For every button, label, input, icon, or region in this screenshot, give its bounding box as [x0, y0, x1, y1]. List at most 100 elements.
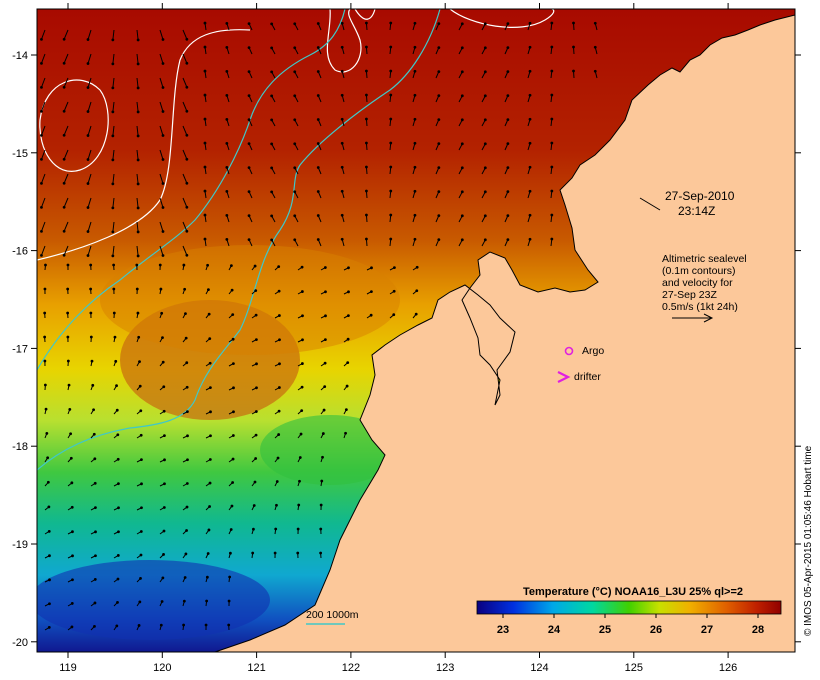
- velocity-vector: [63, 245, 69, 256]
- velocity-vector-head: [139, 409, 143, 413]
- velocity-vector: [136, 197, 139, 208]
- velocity-vector-head: [340, 189, 344, 193]
- velocity-vector-head: [94, 530, 97, 534]
- velocity-vector-head: [43, 287, 47, 291]
- velocity-vector-head: [136, 62, 140, 66]
- velocity-vector-head: [231, 481, 235, 484]
- velocity-vector-head: [161, 62, 165, 65]
- velocity-vector-head: [340, 117, 344, 121]
- velocity-vector-head: [345, 384, 349, 388]
- velocity-vector-head: [225, 141, 229, 145]
- velocity-vector-head: [112, 287, 116, 291]
- velocity-vector-head: [483, 238, 487, 242]
- velocity-vector-head: [506, 46, 510, 50]
- velocity-vector-head: [460, 142, 464, 146]
- velocity-vector-head: [277, 386, 281, 389]
- velocity-vector-head: [139, 577, 142, 580]
- velocity-vector-head: [319, 503, 323, 507]
- velocity-vector-head: [161, 38, 165, 41]
- bathy-legend-label: 200 1000m: [306, 609, 359, 621]
- velocity-vector-head: [231, 313, 235, 317]
- velocity-vector-head: [111, 206, 115, 210]
- velocity-vector: [112, 173, 115, 184]
- velocity-vector-head: [392, 313, 396, 317]
- velocity-vector: [63, 173, 69, 184]
- velocity-vector-head: [550, 189, 554, 193]
- velocity-vector-head: [206, 263, 210, 267]
- velocity-vector-head: [185, 37, 189, 41]
- velocity-vector-head: [70, 481, 74, 485]
- velocity-vector: [41, 101, 46, 112]
- colorbar-tick-label: 23: [497, 624, 509, 636]
- velocity-vector: [87, 221, 92, 232]
- velocity-vector-head: [161, 158, 165, 161]
- velocity-vector-head: [93, 578, 97, 581]
- velocity-vector-head: [92, 408, 95, 412]
- velocity-vector-head: [593, 45, 597, 49]
- velocity-vector-head: [231, 362, 235, 366]
- velocity-vector-head: [550, 237, 554, 241]
- velocity-vector-head: [460, 118, 464, 122]
- velocity-vector-head: [185, 157, 189, 161]
- velocity-vector: [87, 149, 92, 160]
- lat-tick-label: -20: [12, 637, 28, 649]
- velocity-vector-head: [528, 117, 532, 121]
- velocity-vector-head: [186, 434, 189, 438]
- velocity-vector-head: [437, 190, 441, 193]
- velocity-vector-head: [277, 314, 281, 317]
- bathymetry-legend: 200 1000m: [306, 609, 359, 625]
- velocity-vector-head: [460, 70, 464, 74]
- longitude-axis: 119 120 121 122 123 124 125 126: [59, 3, 737, 674]
- velocity-vector-head: [247, 70, 251, 74]
- velocity-vector-head: [365, 165, 368, 169]
- velocity-vector-head: [300, 362, 304, 365]
- velocity-vector-head: [185, 253, 189, 257]
- velocity-vector-head: [162, 385, 166, 389]
- velocity-vector-head: [40, 109, 43, 113]
- velocity-vector-head: [183, 576, 187, 579]
- velocity-vector: [112, 245, 115, 256]
- velocity-vector-head: [255, 362, 258, 366]
- velocity-vector-head: [228, 575, 232, 579]
- velocity-vector-head: [293, 22, 297, 26]
- velocity-vector-head: [137, 335, 141, 339]
- velocity-vector: [159, 221, 164, 232]
- velocity-vector-head: [528, 165, 532, 169]
- velocity-vector-head: [203, 21, 207, 25]
- velocity-vector-head: [116, 577, 120, 581]
- velocity-vector-head: [140, 458, 143, 462]
- velocity-vector-head: [323, 266, 327, 269]
- imos-credit: © IMOS 05-Apr-2015 01:05:46 Hobart time: [803, 445, 814, 636]
- velocity-vector-head: [254, 410, 258, 413]
- velocity-vector-head: [252, 527, 255, 531]
- velocity-vector-head: [340, 69, 344, 73]
- velocity-vector-head: [483, 190, 487, 194]
- velocity-vector-head: [185, 529, 188, 532]
- velocity-vector-head: [227, 623, 231, 627]
- velocity-vector-head: [66, 263, 70, 267]
- velocity-vector-head: [62, 157, 66, 161]
- velocity-vector-head: [247, 22, 251, 26]
- velocity-vector-head: [413, 141, 417, 145]
- velocity-vector: [136, 149, 139, 160]
- velocity-vector-head: [231, 337, 235, 341]
- velocity-vector-head: [389, 117, 393, 121]
- velocity-vector-head: [93, 481, 97, 485]
- velocity-vector-head: [298, 456, 302, 459]
- velocity-vector-head: [47, 505, 51, 509]
- land-mass: [214, 9, 795, 652]
- velocity-vector-head: [270, 166, 274, 170]
- velocity-vector-head: [247, 238, 251, 242]
- velocity-vector: [41, 125, 46, 136]
- velocity-vector-head: [205, 575, 209, 579]
- velocity-vector-head: [389, 93, 393, 97]
- velocity-vector-head: [293, 46, 297, 50]
- latitude-axis: -14 -15 -16 -17 -18 -19 -20: [12, 50, 801, 649]
- velocity-vector-head: [254, 457, 258, 460]
- velocity-vector-head: [225, 69, 229, 73]
- altimetry-line-4: 27-Sep 23Z: [662, 289, 717, 301]
- green-patch: [260, 415, 400, 485]
- velocity-vector-head: [86, 110, 90, 113]
- argo-marker-icon: [564, 346, 574, 356]
- velocity-vector-head: [208, 458, 212, 461]
